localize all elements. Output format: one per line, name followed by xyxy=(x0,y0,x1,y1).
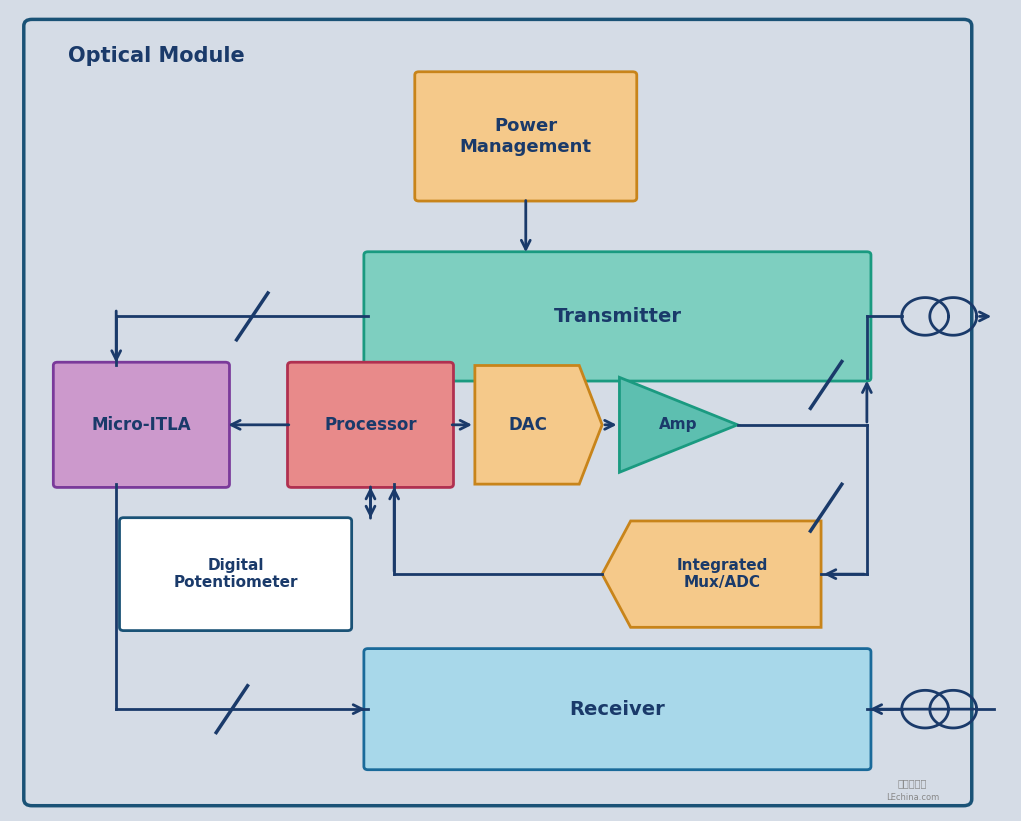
Text: DAC: DAC xyxy=(508,415,547,433)
FancyBboxPatch shape xyxy=(363,649,871,770)
FancyBboxPatch shape xyxy=(363,252,871,381)
FancyBboxPatch shape xyxy=(23,20,972,805)
Polygon shape xyxy=(475,365,602,484)
Text: Processor: Processor xyxy=(325,415,417,433)
Text: Optical Module: Optical Module xyxy=(67,47,244,67)
Text: Transmitter: Transmitter xyxy=(553,307,681,326)
Text: Micro-ITLA: Micro-ITLA xyxy=(92,415,191,433)
Text: Amp: Amp xyxy=(660,417,697,433)
Text: Receiver: Receiver xyxy=(570,699,666,718)
Text: 电子发烧友: 电子发烧友 xyxy=(898,778,927,788)
Polygon shape xyxy=(602,521,821,627)
FancyBboxPatch shape xyxy=(288,362,453,488)
FancyBboxPatch shape xyxy=(53,362,230,488)
Text: Integrated
Mux/ADC: Integrated Mux/ADC xyxy=(677,558,768,590)
Polygon shape xyxy=(620,378,737,472)
FancyBboxPatch shape xyxy=(119,518,351,631)
Text: LEchina.com: LEchina.com xyxy=(886,792,939,801)
Text: Power
Management: Power Management xyxy=(459,117,592,156)
FancyBboxPatch shape xyxy=(415,71,637,201)
Text: Digital
Potentiometer: Digital Potentiometer xyxy=(174,558,298,590)
